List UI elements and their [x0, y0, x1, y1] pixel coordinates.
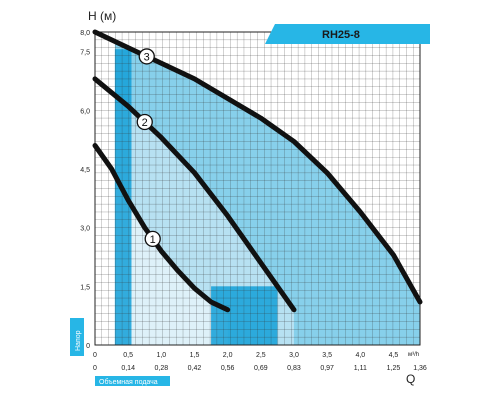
x-secondary-tick-label: 0,56 [221, 365, 235, 372]
y-tick-label: 0 [86, 343, 90, 350]
x-secondary-tick-label: 1,36 [413, 365, 427, 372]
curve-2-line [92, 76, 297, 313]
x-tick-label: 4,0 [355, 352, 365, 359]
secondary-x-label-box [95, 376, 170, 386]
x-secondary-tick-label: 0 [93, 365, 97, 372]
x-tick-labels: 0 0,5 1,0 1,5 2,0 2,5 3,0 3,5 4,0 4,5 [93, 352, 398, 359]
plot-border [94, 31, 421, 346]
y-tick-label: 7,5 [80, 50, 90, 57]
x-tick-label: 0,5 [123, 352, 133, 359]
x-unit: м³/h [408, 352, 419, 358]
x-tick-label: 3,5 [322, 352, 332, 359]
area-under-curve-1 [114, 175, 228, 345]
x-tick-label: 2,5 [256, 352, 266, 359]
model-label: RH25-8 [322, 29, 360, 41]
x-secondary-tick-label: 0,28 [155, 365, 169, 372]
x-secondary-tick-label: 1,11 [354, 365, 367, 372]
curve-1-marker [144, 230, 161, 248]
curve-1-label: 1 [150, 234, 156, 246]
curve-3-label: 3 [144, 51, 150, 63]
x-secondary-tick-label: 0,69 [254, 365, 268, 372]
x-secondary-tick-label: 0,83 [287, 365, 301, 372]
curve-3-marker [138, 48, 155, 65]
x-tick-label: 4,5 [389, 352, 399, 359]
curve-2-marker [136, 113, 153, 131]
curve-1-line [92, 143, 231, 313]
x-tick-label: 1,5 [190, 352, 200, 359]
grid-lines [94, 31, 421, 346]
y-tick-labels: 0 1,5 3,0 4,5 6,0 7,5 8,0 [80, 30, 90, 350]
y-tick-label: 8,0 [80, 30, 90, 37]
x-secondary-tick-label: 0,42 [188, 365, 202, 372]
curve-labels: 1 2 3 [136, 48, 161, 248]
y-axis-title: H (м) [88, 9, 116, 23]
y-tick-label: 3,0 [80, 226, 90, 233]
x-tick-label: 3,0 [289, 352, 299, 359]
band-low-flow [114, 49, 132, 346]
model-banner [265, 24, 430, 44]
x-axis-title: Q [406, 372, 415, 386]
side-label-box [70, 318, 84, 356]
y-tick-label: 6,0 [80, 108, 90, 115]
x-tick-label: 2,0 [223, 352, 233, 359]
band-high-flow [211, 286, 278, 345]
curve-2-label: 2 [142, 117, 148, 129]
x-secondary-tick-label: 0,14 [121, 365, 135, 372]
x-secondary-label: Объемная подача [99, 378, 158, 386]
x-secondary-tick-labels: 0 0,14 0,28 0,42 0,56 0,69 0,83 0,97 1,11 1,25 1,3… [93, 365, 427, 372]
y-side-label: Напор [75, 330, 82, 351]
x-tick-label: 1,0 [156, 352, 166, 359]
x-secondary-tick-label: 1,25 [387, 365, 401, 372]
x-secondary-tick-label: 0,97 [320, 365, 334, 372]
x-tick-label: 0 [93, 352, 97, 359]
y-tick-label: 4,5 [80, 167, 90, 174]
y-tick-label: 1,5 [80, 284, 90, 291]
